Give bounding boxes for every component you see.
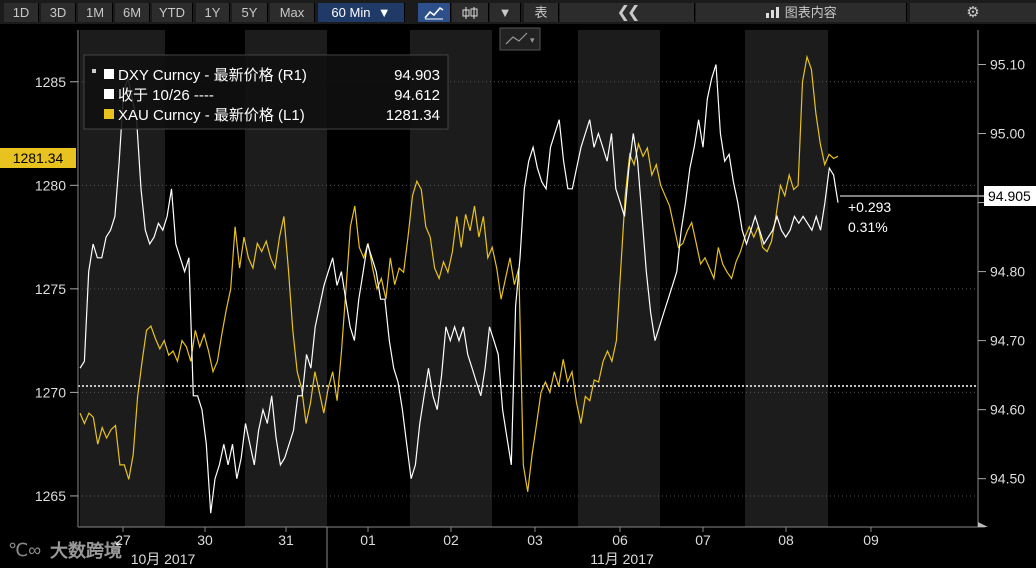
range-button-3d[interactable]: 3D (41, 3, 76, 22)
left-last-price-badge (0, 148, 76, 168)
change-pct: 0.31% (848, 219, 888, 235)
x-tick-label: 07 (695, 532, 711, 548)
legend-label: DXY Curncy - 最新价格 (R1) (118, 67, 307, 84)
watermark-logo-icon: ℃∞ (8, 540, 41, 560)
legend: DXY Curncy - 最新价格 (R1) 94.903 收于 10/26 ---… (83, 54, 449, 130)
x-tick-label: 09 (863, 532, 879, 548)
mini-chevron-down-icon: ▾ (530, 35, 535, 45)
grid-lines (78, 81, 978, 497)
range-button-6m[interactable]: 6M (115, 3, 150, 22)
legend-handle-icon (92, 69, 96, 73)
legend-swatch (104, 109, 114, 119)
x-tick-label: 31 (278, 532, 294, 548)
x-tick-label: 27 (115, 532, 131, 548)
xau-series-line (79, 54, 839, 492)
range-button-1y[interactable]: 1Y (196, 3, 230, 22)
legend-swatch (104, 89, 114, 99)
left-tick-label: 1285 (35, 74, 66, 90)
left-last-price-label: 1281.34 (13, 150, 64, 166)
left-tick-label: 1265 (35, 488, 66, 504)
right-tick-label: 94.80 (990, 264, 1025, 280)
right-tick-label: 95.00 (990, 126, 1025, 142)
x-tick-label: 08 (778, 532, 794, 548)
range-button-max[interactable]: Max (270, 3, 315, 22)
settings-button[interactable]: ⚙ (910, 3, 1036, 22)
double-chevron-left-icon: ❮❮ (616, 4, 641, 21)
chart-contents-button[interactable]: 图表内容 (696, 3, 907, 22)
right-last-price-label: 94.905 (988, 188, 1031, 204)
x-tick-label: 01 (360, 532, 376, 548)
legend-box (83, 54, 449, 130)
candle-chart-type-button[interactable] (452, 3, 489, 22)
watermark: 大数跨境 (50, 540, 122, 561)
day-band (578, 30, 660, 527)
chart-contents-icon (766, 7, 780, 18)
x-month-label: 11月 2017 (590, 551, 654, 567)
legend-label: XAU Curncy - 最新价格 (L1) (118, 107, 305, 124)
chevron-down-icon: ▼ (374, 5, 391, 20)
range-button-1m[interactable]: 1M (78, 3, 113, 22)
left-tick-label: 1270 (35, 384, 66, 400)
left-axis-ticks: 1265 1270 1275 1280 1285 (35, 74, 78, 504)
legend-value: 1281.34 (386, 107, 440, 124)
legend-swatch (104, 69, 114, 79)
x-tick-label: 30 (197, 532, 213, 548)
right-last-price-badge (984, 186, 1036, 206)
x-tick-label: 06 (612, 532, 628, 548)
right-tick-label: 95.10 (990, 57, 1025, 73)
x-tick-label: 02 (443, 532, 459, 548)
range-button-ytd[interactable]: YTD (152, 3, 193, 22)
dxy-series-line (79, 64, 839, 514)
legend-value: 94.903 (394, 67, 440, 84)
line-chart-type-button[interactable] (418, 3, 451, 22)
range-button-5y[interactable]: 5Y (232, 3, 268, 22)
chart-contents-label: 图表内容 (784, 5, 837, 20)
range-button-1d[interactable]: 1D (4, 3, 39, 22)
x-month-label: 10月 2017 (131, 551, 196, 567)
right-axis-ticks: 94.50 94.60 94.70 94.80 95.00 95.10 (978, 57, 1025, 487)
line-chart-icon (424, 6, 444, 20)
toolbar: 1D 3D 1M 6M YTD 1Y 5Y Max 60 Min ▼ ▼ 表 ❮❮ 图表内容 … (0, 0, 1036, 24)
right-tick-label: 94.60 (990, 402, 1025, 418)
mini-line-chart-icon (505, 32, 528, 45)
mini-chart-button[interactable] (499, 27, 541, 51)
change-abs: +0.293 (848, 199, 891, 215)
interval-dropdown[interactable]: 60 Min ▼ (318, 3, 405, 22)
interval-label: 60 Min (331, 5, 371, 20)
chart-type-dropdown[interactable]: ▼ (490, 3, 521, 22)
x-axis-ticks: 27 30 31 01 02 03 06 07 08 09 10月 2017 11月 2017 (115, 527, 879, 567)
legend-value: 94.612 (394, 87, 440, 104)
axis-arrow-icon (978, 522, 988, 527)
chevron-down-icon: ▼ (498, 5, 512, 20)
x-tick-label: 03 (527, 532, 543, 548)
table-label: 表 (534, 5, 548, 20)
table-button[interactable]: 表 (524, 3, 559, 22)
left-tick-label: 1275 (35, 281, 66, 297)
left-tick-label: 1280 (35, 177, 66, 193)
day-band (745, 30, 828, 527)
collapse-button[interactable]: ❮❮ (560, 3, 695, 22)
price-chart[interactable]: 1265 1270 1275 1280 1285 94.50 94.60 94.70 94.8… (0, 24, 1036, 568)
gear-icon: ⚙ (966, 4, 980, 21)
right-tick-label: 94.50 (990, 471, 1025, 487)
candlestick-icon (462, 7, 478, 19)
legend-label: 收于 10/26 ---- (118, 87, 214, 104)
right-tick-label: 94.70 (990, 333, 1025, 349)
